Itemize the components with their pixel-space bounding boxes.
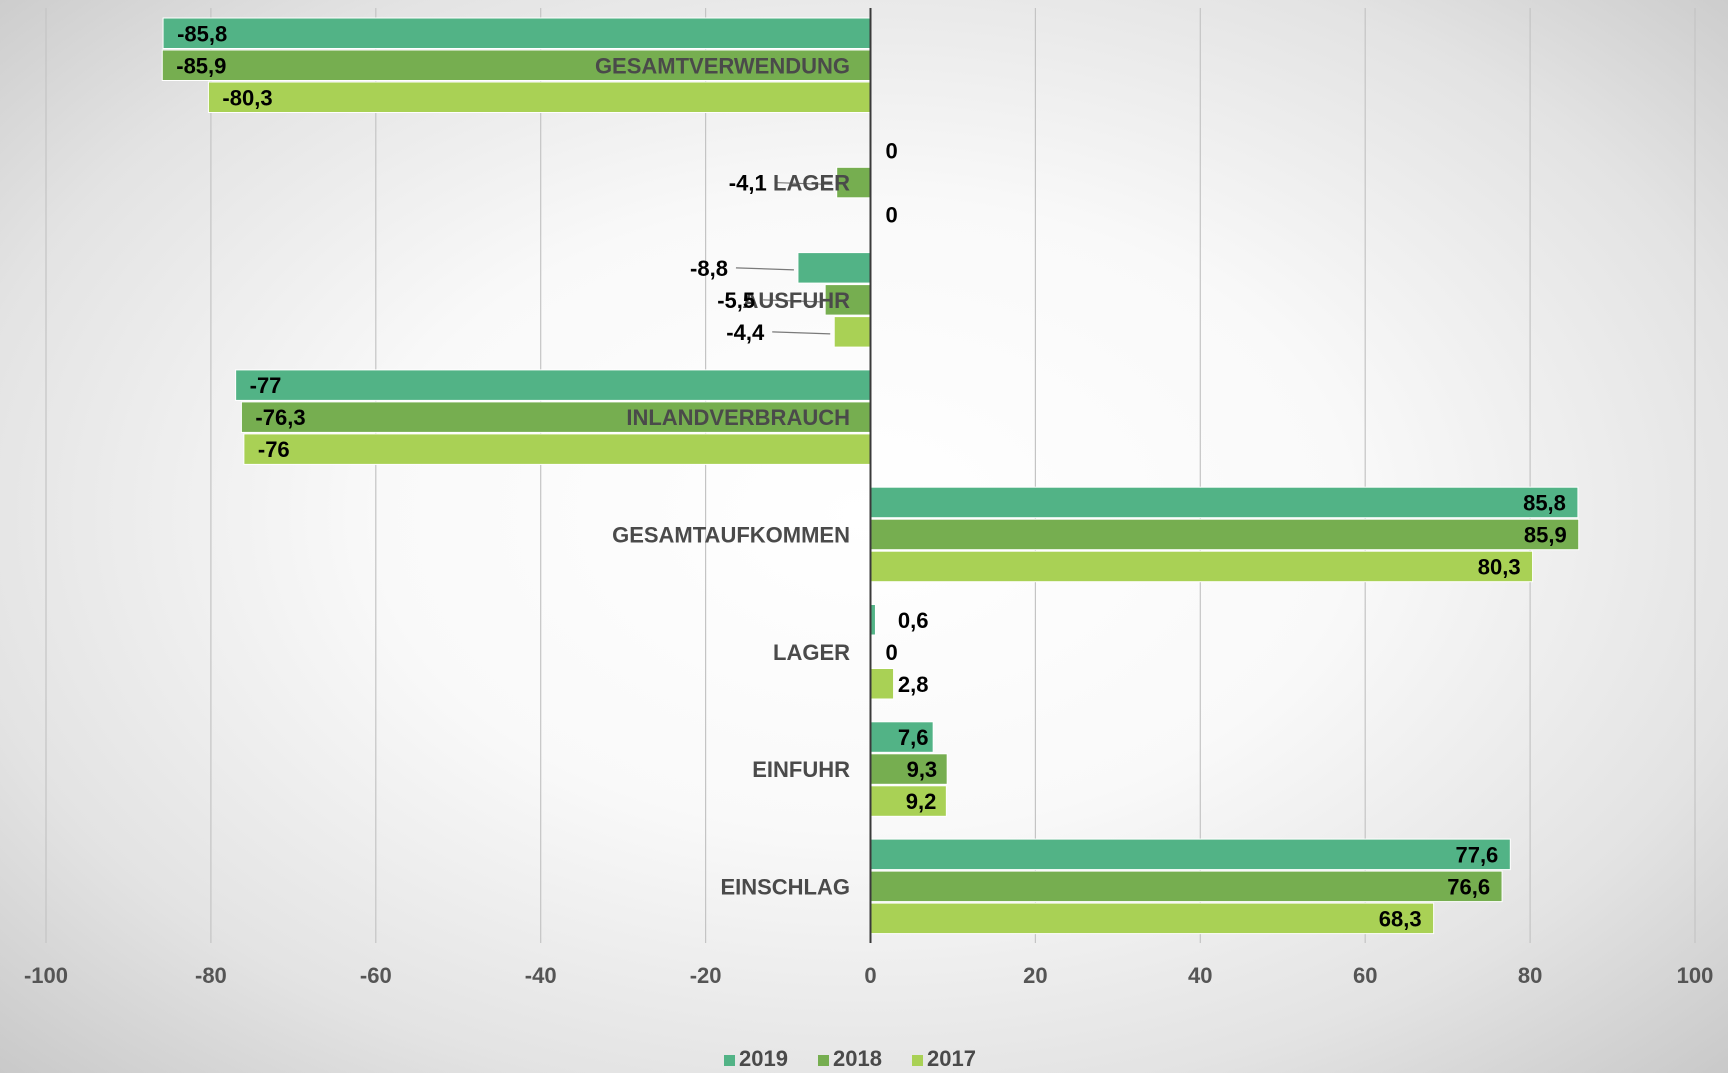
data-label: 77,6 [1455,842,1498,867]
data-label: 0 [886,203,898,228]
category-label: GESAMTAUFKOMMEN [612,522,850,547]
legend-swatch-2017 [912,1055,923,1066]
bar-2018 [870,518,1580,551]
data-label: -76 [258,437,290,462]
x-tick-label: -100 [24,963,68,988]
bar-2018 [870,870,1503,903]
x-tick-label: 20 [1023,963,1047,988]
leader-lines [735,181,833,335]
data-label: 0 [886,139,898,164]
x-axis-tick-labels: -100 -80 -60 -40 -20 0 20 40 60 80 100 [24,963,1713,988]
category-label: EINFUHR [752,757,850,782]
data-label: 68,3 [1379,906,1422,931]
legend: 2019 2018 2017 [724,1046,976,1071]
category-label: LAGER [773,640,850,665]
category-label: INLANDVERBRAUCH [626,405,850,430]
bar-2019 [870,838,1511,871]
data-label: 9,3 [907,757,938,782]
data-label: -77 [250,373,282,398]
data-label: 76,6 [1447,874,1490,899]
leader-line [774,181,833,186]
bar-2017 [870,550,1534,583]
category-label: LAGER [773,171,850,196]
legend-label: 2019 [739,1046,788,1071]
bar-2019 [870,721,934,753]
data-label: -85,9 [176,53,226,78]
x-tick-label: 100 [1677,963,1714,988]
data-label: 7,6 [898,725,929,750]
x-tick-label: -20 [690,963,722,988]
data-label: 0,6 [898,608,929,633]
data-label: 85,9 [1524,522,1567,547]
category-labels: GESAMTVERWENDUNG LAGER AUSFUHR INLANDVERBRA… [595,53,850,899]
bar-2019 [797,252,871,284]
data-label: -85,8 [177,21,227,46]
bar-2019 [235,369,871,401]
data-label: -8,8 [690,256,728,281]
data-label: 0 [886,640,898,665]
data-label: -80,3 [222,85,272,110]
bar-2019 [870,486,1579,519]
bar-2017 [833,316,871,348]
data-label: -4,4 [726,320,765,345]
category-label: GESAMTVERWENDUNG [595,53,850,78]
legend-label: 2017 [927,1046,976,1071]
data-label: -76,3 [255,405,305,430]
legend-label: 2018 [833,1046,882,1071]
leader-line [735,267,794,271]
bar-2018 [836,166,871,199]
bar-2019 [162,17,872,49]
bars [161,17,1580,935]
x-tick-label: 40 [1188,963,1212,988]
x-tick-label: -40 [525,963,557,988]
category-label: AUSFUHR [742,288,850,313]
data-labels: -85,8 -85,9 -80,3 0 -4,1 0 -8,8 -5,5 -4,4 -77 -76,… [176,21,1566,931]
bar-2018 [824,284,872,316]
bar-2017 [870,902,1435,935]
data-label: 85,8 [1523,490,1566,515]
x-tick-label: 80 [1518,963,1542,988]
data-label: 80,3 [1478,554,1521,579]
bar-2017 [870,785,947,817]
bar-2017 [243,433,871,465]
category-label: EINSCHLAG [720,874,850,899]
leader-line [763,299,822,303]
leader-line [772,331,831,335]
x-tick-label: -60 [360,963,392,988]
data-label: 9,2 [906,789,937,814]
x-tick-label: -80 [195,963,227,988]
bar-2017 [207,81,871,113]
legend-swatch-2018 [818,1055,829,1066]
bar-2018 [161,49,871,81]
data-label: -5,5 [717,288,755,313]
x-tick-label: 0 [864,963,876,988]
x-tick-label: 60 [1353,963,1377,988]
bar-2018 [240,401,871,433]
data-label: 2,8 [898,672,929,697]
legend-swatch-2019 [724,1055,735,1066]
gridlines [45,8,1696,943]
data-label: -4,1 [729,171,767,196]
bar-2017 [870,668,895,700]
bar-2018 [870,753,948,785]
